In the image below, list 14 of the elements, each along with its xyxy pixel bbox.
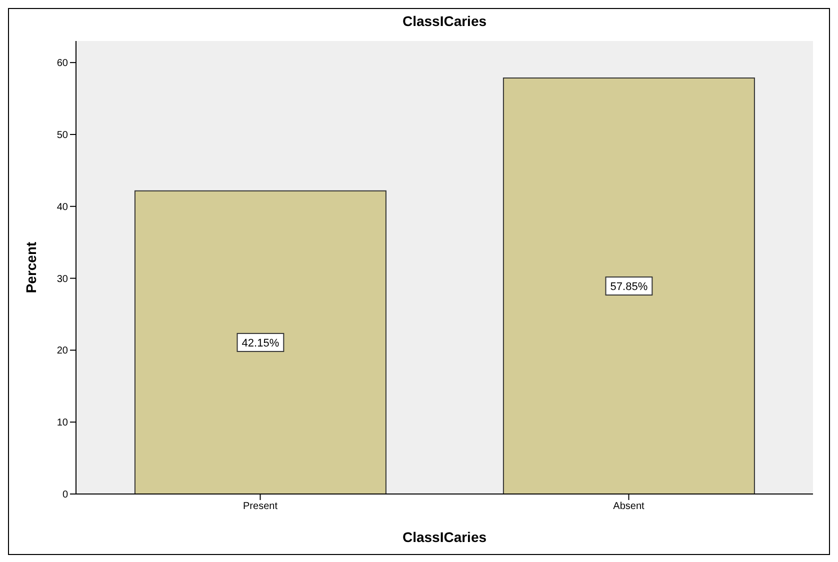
y-tick-label: 0 (62, 490, 68, 501)
x-tick-label: Present (243, 501, 278, 512)
chart-title: ClassICaries (401, 13, 488, 29)
y-tick-label: 40 (56, 202, 68, 213)
y-tick-label: 10 (56, 418, 68, 429)
x-tick-label: Absent (613, 501, 645, 512)
data-label: 57.85% (610, 281, 648, 294)
data-label: 42.15% (242, 337, 280, 350)
y-tick-label: 20 (56, 346, 68, 357)
y-tick-label: 60 (56, 58, 68, 70)
y-axis-title: Percent (22, 241, 39, 294)
y-tick-label: 50 (56, 130, 68, 142)
x-axis-title: ClassICaries (402, 529, 487, 545)
y-tick-label: 30 (56, 274, 68, 285)
